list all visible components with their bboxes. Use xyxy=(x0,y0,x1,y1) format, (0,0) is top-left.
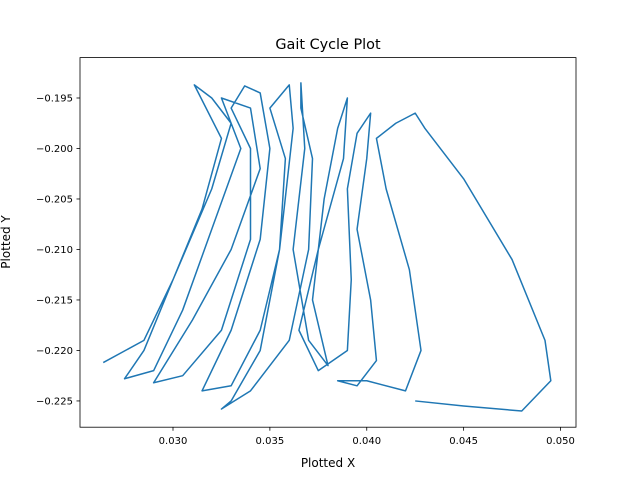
x-tick-label: 0.040 xyxy=(352,436,381,447)
y-tick-label: −0.225 xyxy=(36,396,73,407)
data-line xyxy=(102,82,552,412)
y-tick-label: −0.200 xyxy=(36,144,73,155)
y-tick-label: −0.220 xyxy=(36,346,73,357)
y-tick-label: −0.215 xyxy=(36,295,73,306)
y-axis-label: Plotted Y xyxy=(0,215,13,269)
chart-title: Gait Cycle Plot xyxy=(275,37,381,53)
y-tick-label: −0.210 xyxy=(36,245,73,256)
x-tick-label: 0.050 xyxy=(546,436,575,447)
x-tick-label: 0.030 xyxy=(159,436,188,447)
y-tick-label: −0.195 xyxy=(36,93,73,104)
y-tick-label: −0.205 xyxy=(36,194,73,205)
x-axis-label: Plotted X xyxy=(301,456,355,470)
plot-frame xyxy=(79,57,577,428)
x-tick-label: 0.045 xyxy=(449,436,478,447)
x-tick-label: 0.035 xyxy=(256,436,285,447)
